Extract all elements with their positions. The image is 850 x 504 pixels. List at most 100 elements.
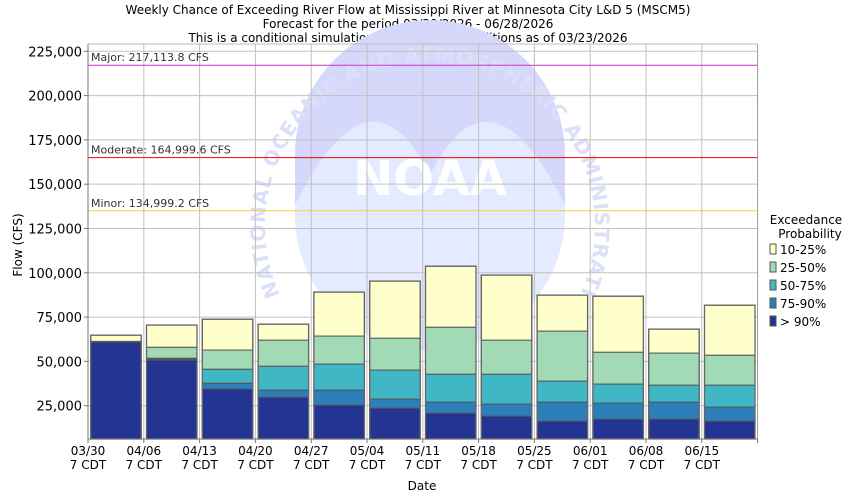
x-tick-sublabel: 7 CDT (405, 458, 442, 472)
y-tick-label: 200,000 (28, 90, 82, 105)
bar-segment--90- (202, 389, 253, 439)
bar-segment-25-50- (593, 352, 644, 384)
x-tick-sublabel: 7 CDT (684, 458, 721, 472)
bar-segment--90- (593, 419, 644, 439)
bar-segment-10-25- (593, 296, 644, 352)
y-tick-label: 150,000 (28, 178, 82, 193)
legend-swatch (770, 262, 776, 272)
bar-segment--90- (370, 408, 421, 439)
x-tick-sublabel: 7 CDT (70, 458, 107, 472)
x-tick-sublabel: 7 CDT (516, 458, 553, 472)
bar-segment-75-90- (202, 383, 253, 389)
x-tick-label: 04/20 (238, 444, 273, 458)
bar-segment-50-75- (370, 370, 421, 399)
bar-segment-75-90- (705, 407, 756, 421)
x-tick-label: 06/08 (629, 444, 664, 458)
bar-segment-50-75- (314, 364, 365, 390)
threshold-label: Moderate: 164,999.6 CFS (91, 144, 231, 157)
x-tick-label: 05/25 (517, 444, 552, 458)
bar-segment-25-50- (258, 340, 309, 366)
legend-label: 25-50% (780, 261, 826, 275)
x-tick-label: 05/04 (350, 444, 385, 458)
bar-segment-25-50- (649, 353, 700, 385)
y-tick-label: 50,000 (37, 355, 83, 370)
legend-label: 75-90% (780, 297, 826, 311)
bar-segment-50-75- (426, 374, 477, 402)
x-tick-sublabel: 7 CDT (293, 458, 330, 472)
legend-swatch (770, 244, 776, 254)
bar-segment--90- (481, 416, 532, 439)
bar-segment-75-90- (537, 402, 588, 421)
threshold-label: Major: 217,113.8 CFS (91, 51, 209, 64)
bar-segment-10-25- (705, 305, 756, 355)
y-tick-label: 175,000 (28, 134, 82, 149)
y-tick-label: 100,000 (28, 267, 82, 282)
x-tick-label: 05/18 (461, 444, 496, 458)
watermark-logo-text: NOAA (353, 151, 507, 207)
bar-segment--90- (147, 360, 198, 439)
bar-segment-75-90- (593, 403, 644, 419)
bar-segment-25-50- (202, 350, 253, 369)
bar-segment--90- (314, 405, 365, 439)
x-tick-label: 06/01 (573, 444, 608, 458)
chart-title: Weekly Chance of Exceeding River Flow at… (126, 3, 691, 17)
bar-segment-75-90- (370, 399, 421, 408)
y-tick-label: 225,000 (28, 45, 82, 60)
bar-segment-75-90- (649, 402, 700, 419)
bar-segment-25-50- (537, 331, 588, 381)
bar-segment--90- (705, 421, 756, 439)
legend-label: 10-25% (780, 243, 826, 257)
bar-segment-10-25- (481, 275, 532, 340)
threshold-label: Minor: 134,999.2 CFS (91, 197, 209, 210)
y-axis-label: Flow (CFS) (11, 213, 25, 276)
bar-segment-10-25- (202, 319, 253, 350)
bar-segment--90- (426, 413, 477, 439)
x-tick-label: 04/06 (127, 444, 162, 458)
bar-segment-25-50- (370, 338, 421, 370)
x-tick-label: 04/13 (182, 444, 217, 458)
bar-segment-10-25- (314, 292, 365, 336)
bar-segment-50-75- (258, 366, 309, 390)
legend-swatch (770, 298, 776, 308)
legend: 10-25% 25-50% 50-75% 75-90% > 90% (770, 243, 826, 329)
bar-segment-75-90- (426, 402, 477, 413)
bar-segment--90- (537, 421, 588, 439)
legend-label: > 90% (780, 315, 821, 329)
bar-segment-50-75- (481, 374, 532, 404)
x-tick-sublabel: 7 CDT (237, 458, 274, 472)
legend-title-1: Exceedance (770, 213, 842, 227)
x-tick-sublabel: 7 CDT (349, 458, 386, 472)
bar-segment-25-50- (147, 347, 198, 358)
bar-segment--90- (258, 397, 309, 439)
x-tick-label: 04/27 (294, 444, 329, 458)
x-tick-label: 05/11 (406, 444, 441, 458)
bar-segment--90- (649, 419, 700, 439)
x-tick-label: 03/30 (71, 444, 106, 458)
bar-segment-25-50- (426, 327, 477, 374)
bar-segment-75-90- (258, 390, 309, 397)
x-tick-sublabel: 7 CDT (460, 458, 497, 472)
bar-segment-50-75- (649, 385, 700, 402)
x-axis-label: Date (408, 479, 437, 493)
bar-segment-10-25- (426, 266, 477, 327)
bar-segment-25-50- (705, 355, 756, 385)
legend-swatch (770, 280, 776, 290)
legend-swatch (770, 316, 776, 326)
bar-segment-10-25- (147, 325, 198, 347)
bar-segment-10-25- (537, 295, 588, 331)
x-tick-label: 06/15 (685, 444, 720, 458)
legend-label: 50-75% (780, 279, 826, 293)
y-tick-label: 25,000 (37, 400, 83, 415)
bar-segment-10-25- (370, 281, 421, 338)
x-tick-sublabel: 7 CDT (181, 458, 218, 472)
bar-segment-10-25- (258, 324, 309, 340)
bar-segment-50-75- (593, 384, 644, 403)
x-tick-sublabel: 7 CDT (628, 458, 665, 472)
bar-segment-75-90- (481, 404, 532, 416)
legend-title-2: Probability (778, 227, 841, 241)
bar-segment-75-90- (314, 390, 365, 405)
y-tick-label: 75,000 (37, 311, 83, 326)
bar-segment-50-75- (202, 369, 253, 383)
bar-segment-25-50- (314, 336, 365, 364)
